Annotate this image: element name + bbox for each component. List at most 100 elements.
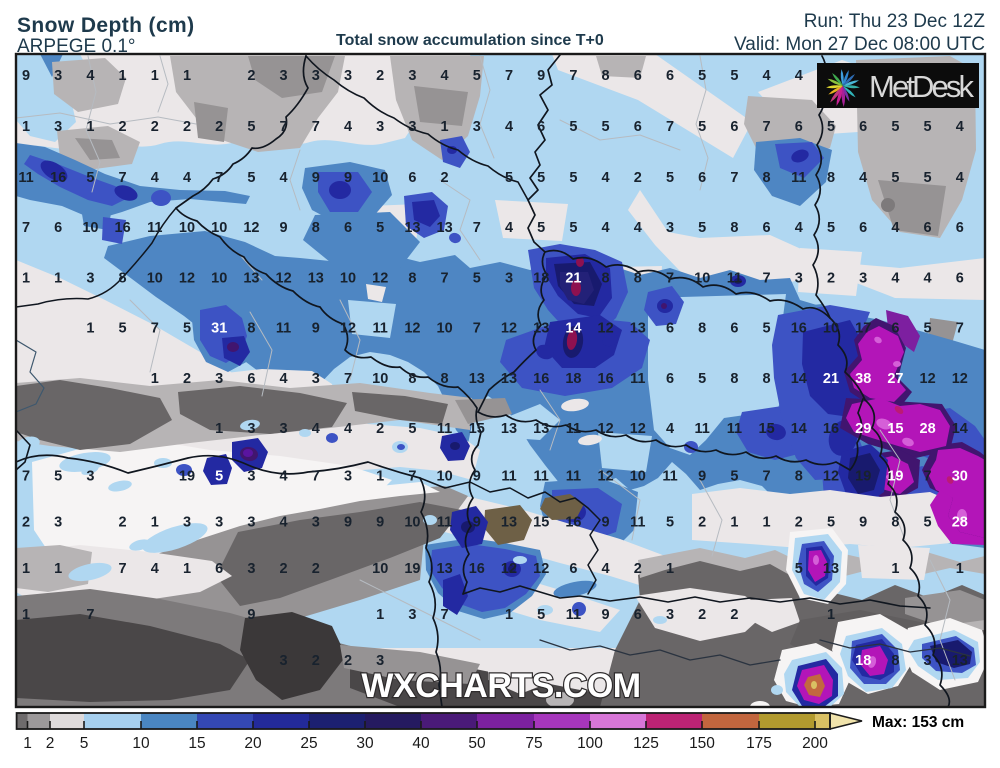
svg-text:8: 8 [698,321,706,337]
svg-text:5: 5 [247,170,255,186]
svg-text:9: 9 [312,170,320,186]
svg-text:5: 5 [924,170,932,186]
svg-text:5: 5 [408,421,416,437]
svg-text:4: 4 [344,119,352,135]
svg-text:11: 11 [727,421,742,437]
svg-text:3: 3 [312,515,320,531]
svg-text:16: 16 [598,371,614,387]
svg-text:2: 2 [119,515,127,531]
svg-text:7: 7 [312,119,320,135]
svg-text:5: 5 [795,561,803,577]
svg-text:2: 2 [730,607,738,623]
svg-text:11: 11 [276,321,291,337]
svg-text:3: 3 [247,421,255,437]
svg-text:19: 19 [179,469,195,485]
svg-text:1: 1 [376,607,384,623]
svg-text:8: 8 [408,271,416,287]
svg-text:9: 9 [473,469,481,485]
svg-text:8: 8 [891,515,899,531]
svg-text:6: 6 [956,220,964,236]
svg-text:13: 13 [630,321,646,337]
svg-text:20: 20 [244,735,262,752]
svg-text:6: 6 [924,220,932,236]
svg-text:10: 10 [211,271,227,287]
svg-text:3: 3 [376,653,384,669]
svg-text:2: 2 [344,653,352,669]
svg-text:5: 5 [730,68,738,84]
svg-text:7: 7 [569,68,577,84]
svg-text:5: 5 [473,271,481,287]
svg-text:1: 1 [956,561,964,577]
svg-text:9: 9 [247,607,255,623]
svg-text:2: 2 [312,561,320,577]
svg-text:7: 7 [408,469,416,485]
svg-text:4: 4 [666,421,674,437]
svg-text:16: 16 [791,321,807,337]
svg-text:3: 3 [312,68,320,84]
svg-text:5: 5 [569,220,577,236]
svg-text:12: 12 [630,421,646,437]
svg-text:16: 16 [115,220,131,236]
svg-text:13: 13 [243,271,259,287]
svg-text:5: 5 [891,119,899,135]
svg-text:10: 10 [404,515,420,531]
svg-text:1: 1 [505,607,513,623]
svg-text:12: 12 [952,371,968,387]
svg-text:27: 27 [887,371,903,387]
svg-text:8: 8 [795,469,803,485]
svg-text:6: 6 [537,119,545,135]
svg-text:6: 6 [634,607,642,623]
svg-text:10: 10 [437,469,453,485]
svg-text:5: 5 [924,321,932,337]
svg-text:12: 12 [533,561,549,577]
svg-text:12: 12 [823,469,839,485]
svg-text:4: 4 [280,170,288,186]
svg-text:6: 6 [859,119,867,135]
svg-text:11: 11 [373,321,388,337]
svg-text:4: 4 [891,220,899,236]
svg-text:4: 4 [312,421,320,437]
svg-text:6: 6 [891,321,899,337]
svg-text:5: 5 [537,607,545,623]
svg-text:14: 14 [791,421,807,437]
svg-text:14: 14 [952,421,968,437]
svg-text:11: 11 [566,607,581,623]
svg-text:5: 5 [924,119,932,135]
svg-text:2: 2 [247,68,255,84]
svg-text:5: 5 [80,735,89,752]
svg-text:5: 5 [376,220,384,236]
svg-text:1: 1 [119,68,127,84]
svg-text:7: 7 [86,607,94,623]
svg-text:7: 7 [280,119,288,135]
svg-text:3: 3 [344,469,352,485]
svg-text:10: 10 [372,561,388,577]
svg-text:7: 7 [151,321,159,337]
svg-text:9: 9 [280,220,288,236]
svg-text:9: 9 [344,515,352,531]
svg-text:13: 13 [437,561,453,577]
svg-text:18: 18 [533,271,549,287]
svg-text:6: 6 [634,119,642,135]
svg-text:13: 13 [823,561,839,577]
svg-text:13: 13 [404,220,420,236]
svg-text:7: 7 [505,68,513,84]
svg-text:8: 8 [730,220,738,236]
svg-text:5: 5 [247,119,255,135]
svg-text:9: 9 [344,170,352,186]
svg-text:4: 4 [634,220,642,236]
svg-text:3: 3 [924,653,932,669]
svg-text:5: 5 [698,119,706,135]
svg-text:4: 4 [505,119,513,135]
svg-text:7: 7 [730,170,738,186]
svg-text:5: 5 [827,119,835,135]
svg-text:30: 30 [952,469,968,485]
svg-text:12: 12 [340,321,356,337]
svg-text:4: 4 [891,271,899,287]
svg-text:3: 3 [54,515,62,531]
svg-text:1: 1 [151,515,159,531]
svg-text:7: 7 [441,271,449,287]
svg-text:3: 3 [247,515,255,531]
svg-text:3: 3 [473,119,481,135]
svg-text:16: 16 [565,515,581,531]
svg-text:30: 30 [356,735,374,752]
